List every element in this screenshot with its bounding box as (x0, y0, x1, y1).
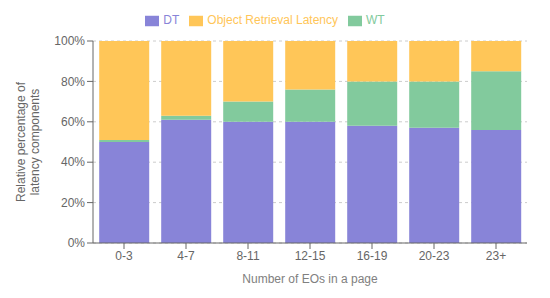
svg-text:20%: 20% (61, 196, 85, 210)
svg-text:60%: 60% (61, 115, 85, 129)
svg-text:12-15: 12-15 (295, 249, 326, 263)
svg-text:100%: 100% (54, 34, 85, 48)
svg-text:8-11: 8-11 (236, 249, 259, 263)
html-text:WT: WT (366, 13, 385, 27)
svg-text:40%: 40% (61, 155, 85, 169)
svg-text:0%: 0% (68, 236, 86, 250)
svg-text:4-7: 4-7 (177, 249, 195, 263)
svg-text:20-23: 20-23 (419, 249, 450, 263)
svg-text:16-19: 16-19 (357, 249, 388, 263)
svg-text:23+: 23+ (486, 249, 506, 263)
svg-text:Number of EOs in a page: Number of EOs in a page (242, 272, 378, 286)
svg-text:0-3: 0-3 (115, 249, 133, 263)
svg-text:Relative percentage oflatency: Relative percentage oflatency components (14, 81, 42, 202)
html-text:DT: DT (163, 13, 180, 27)
svg-text:80%: 80% (61, 75, 85, 89)
html-text:Object Retrieval Latency: Object Retrieval Latency (207, 13, 338, 27)
